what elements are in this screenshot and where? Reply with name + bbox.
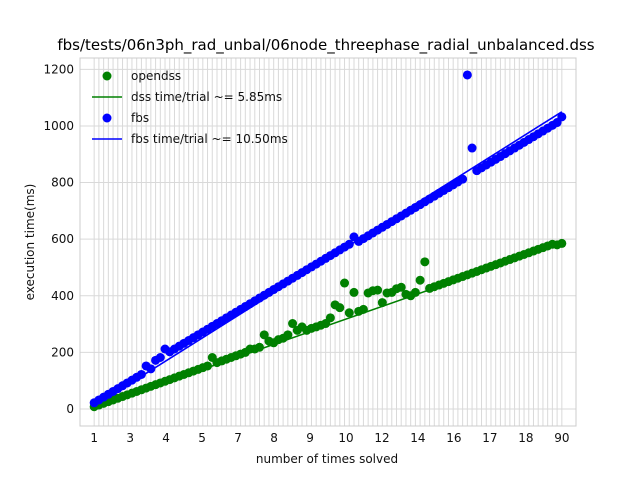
legend-label: opendss [131, 69, 181, 83]
data-point [458, 174, 468, 184]
x-tick-label: 5 [198, 431, 206, 445]
legend-label: fbs [131, 111, 149, 125]
x-tick-label: 18 [518, 431, 533, 445]
data-point [396, 282, 406, 292]
data-point [344, 308, 354, 318]
x-tick-label: 14 [410, 431, 425, 445]
trend-line [93, 242, 563, 409]
series-layer [89, 70, 567, 412]
data-point [288, 319, 298, 329]
y-tick-label: 1000 [43, 119, 74, 133]
x-tick-label: 9 [306, 431, 314, 445]
series-2 [89, 70, 567, 408]
trend-line [93, 111, 563, 407]
x-tick-label: 10 [338, 431, 353, 445]
data-point [155, 352, 165, 362]
legend: opendss dss time/trial ~= 5.85ms fbs fbs ti… [92, 69, 288, 146]
x-tick-label: 90 [554, 431, 569, 445]
legend-point-marker [102, 71, 112, 81]
x-tick-label: 12 [374, 431, 389, 445]
data-point [467, 143, 477, 153]
data-point [136, 369, 146, 379]
data-point [415, 275, 425, 285]
y-tick-label: 400 [51, 289, 74, 303]
x-tick-label: 4 [162, 431, 170, 445]
y-tick-label: 200 [51, 345, 74, 359]
data-point [420, 257, 430, 267]
data-point [283, 330, 293, 340]
data-point [259, 330, 269, 340]
y-tick-label: 600 [51, 232, 74, 246]
y-tick-label: 0 [66, 402, 74, 416]
x-tick-label: 7 [234, 431, 242, 445]
x-tick-label: 8 [270, 431, 278, 445]
data-point [340, 278, 350, 288]
data-point [557, 112, 567, 122]
chart-title: fbs/tests/06n3ph_rad_unbal/06node_threep… [57, 36, 594, 55]
x-tick-label: 3 [126, 431, 134, 445]
x-axis-label: number of times solved [256, 452, 398, 466]
plot-frame [79, 57, 577, 427]
x-tick-label: 16 [446, 431, 461, 445]
x-tick-label: 1 [90, 431, 98, 445]
y-tick-label: 800 [51, 176, 74, 190]
data-point [373, 285, 383, 295]
legend-label: dss time/trial ~= 5.85ms [131, 90, 282, 104]
plot-area [80, 58, 576, 426]
legend-label: fbs time/trial ~= 10.50ms [131, 132, 288, 146]
y-axis-label: execution time(ms) [23, 184, 37, 301]
series-3 [93, 111, 563, 407]
series-1 [93, 242, 563, 409]
legend-point-marker [102, 113, 112, 123]
data-point [349, 287, 359, 297]
y-tick-label: 1200 [43, 62, 74, 76]
ticks: 0 200 400 600 800 1000 1200 1 3 4 5 7 8 9 10 12 14 16 17 18… [43, 62, 569, 445]
data-point [335, 303, 345, 313]
x-tick-label: 17 [482, 431, 497, 445]
data-point [325, 313, 335, 323]
data-point [462, 70, 472, 80]
